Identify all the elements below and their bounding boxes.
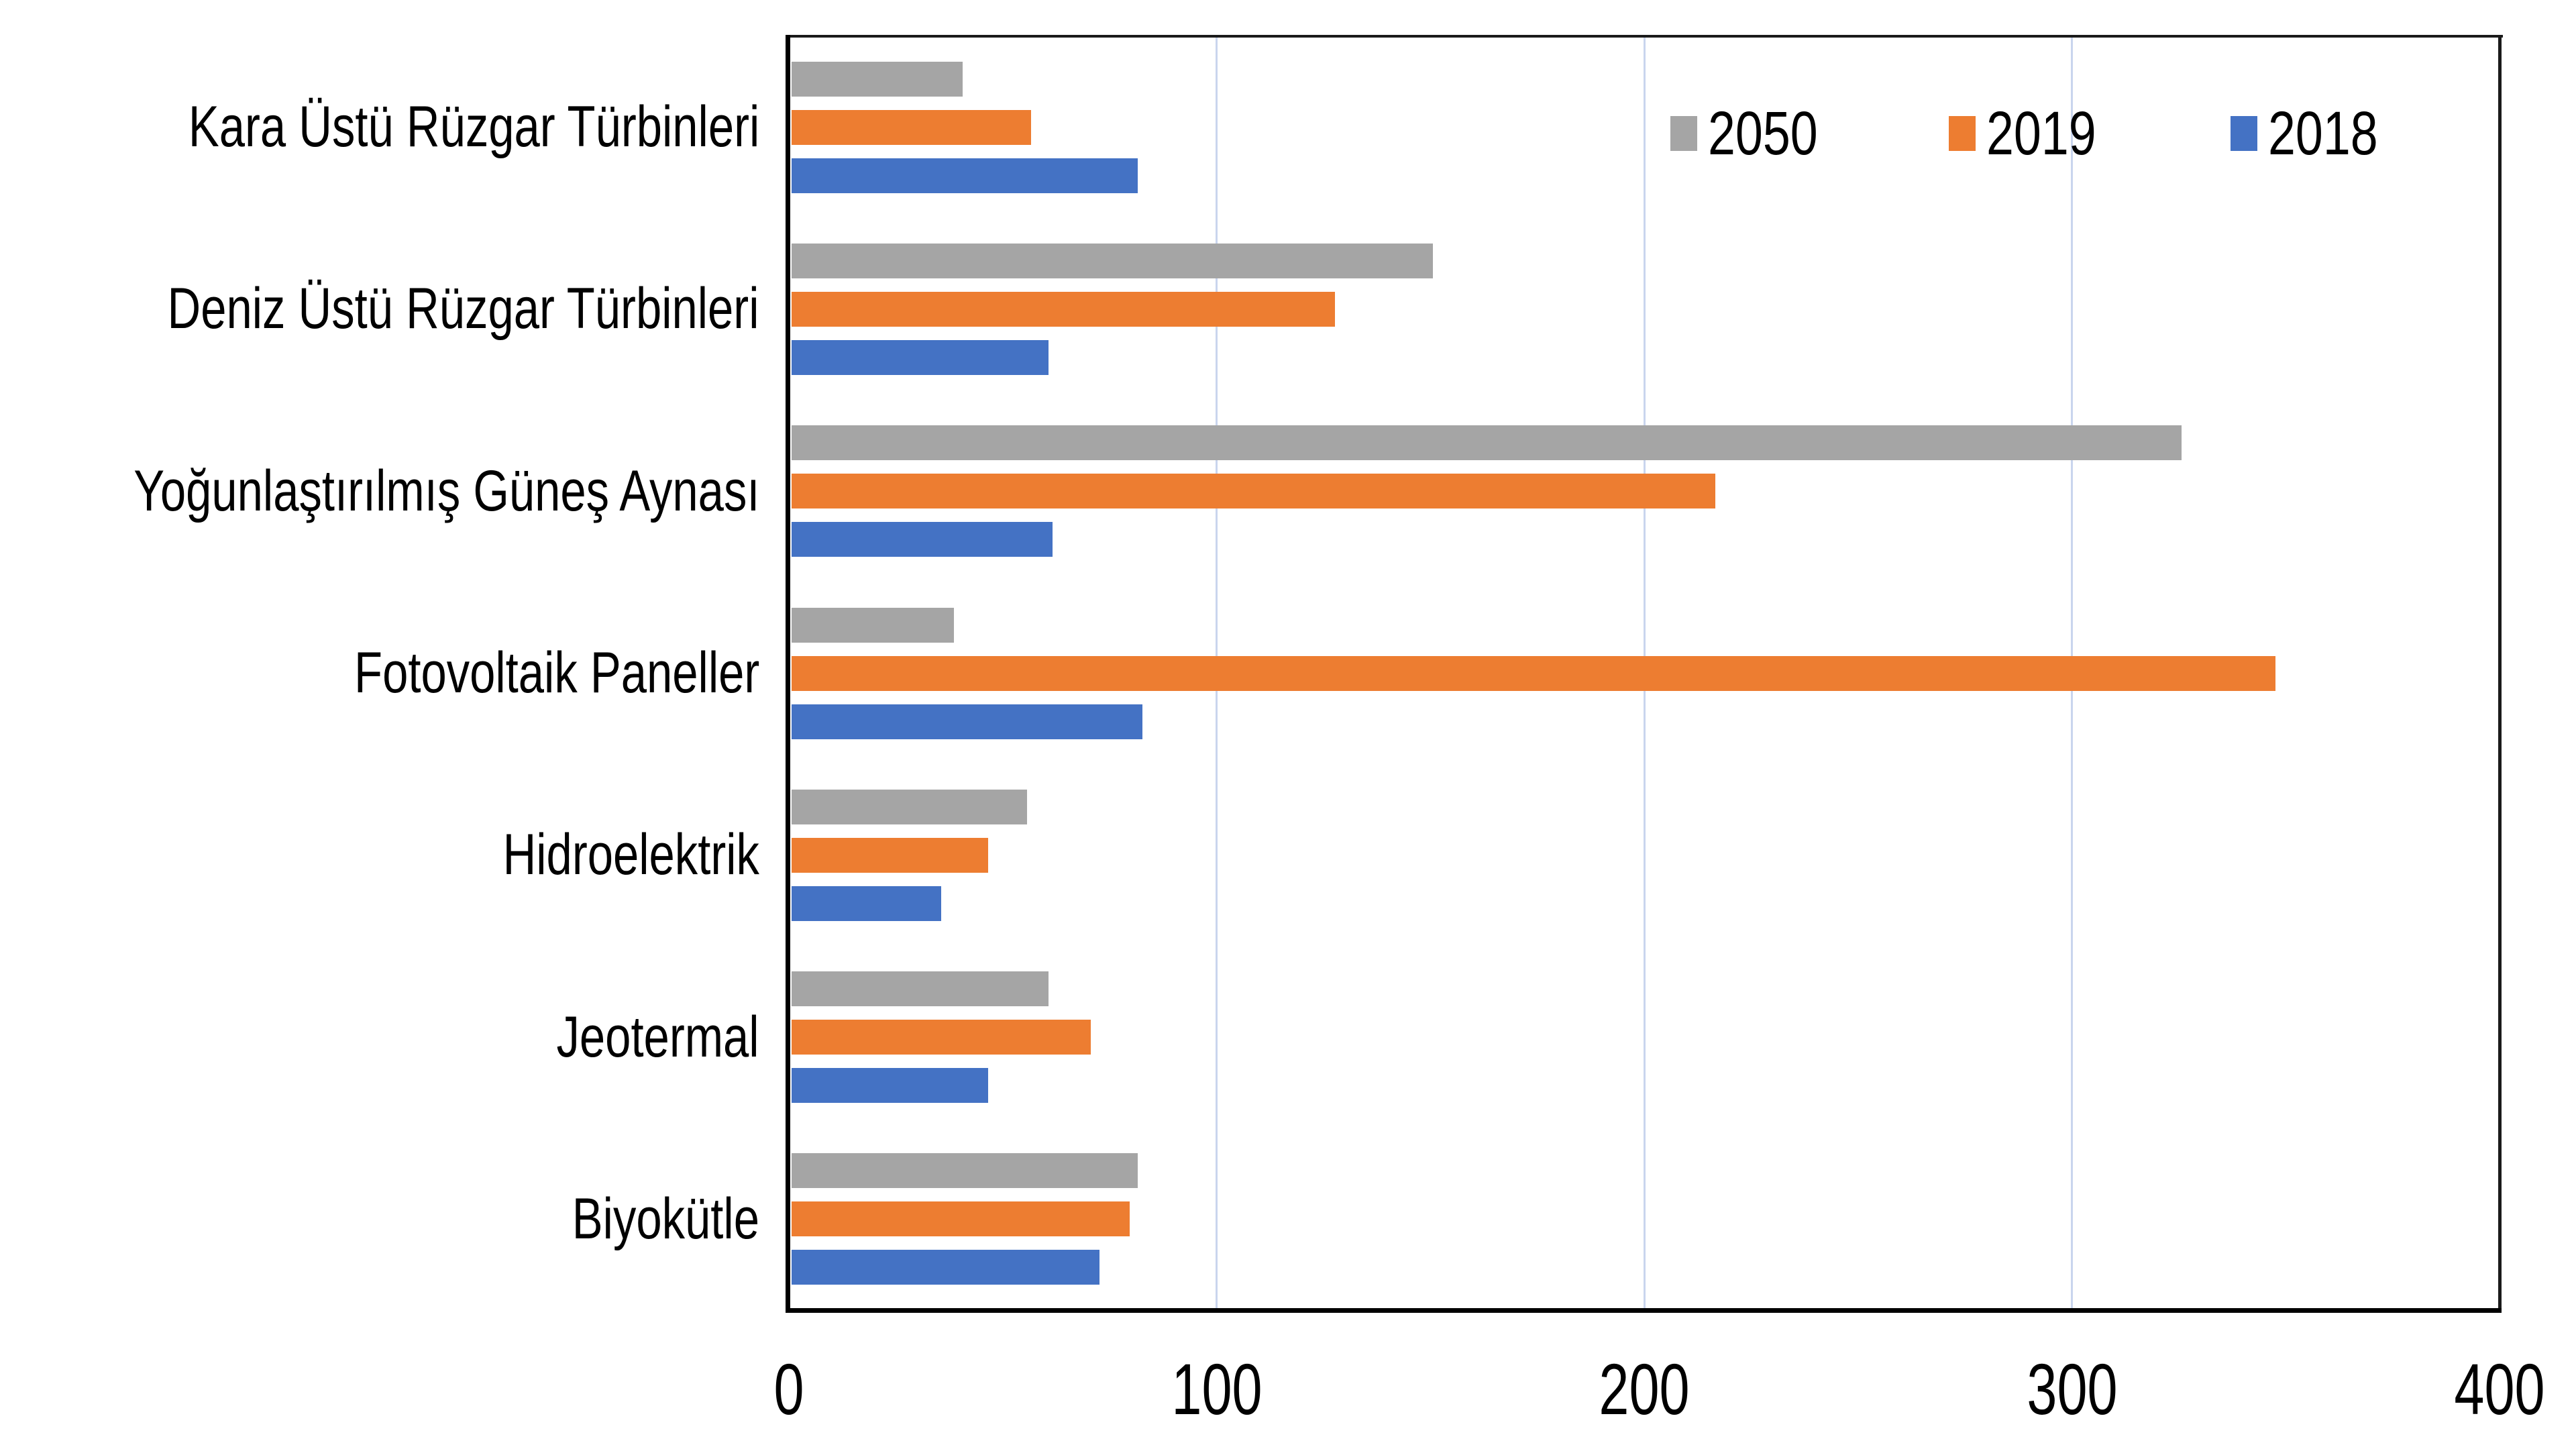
category-label: Yoğunlaştırılmış Güneş Aynası [133,458,759,523]
bar-2018-2 [792,522,1053,557]
plot-border-right [2498,35,2502,1311]
bar-2050-3 [792,607,955,643]
x-tick-400: 400 [2454,1348,2545,1430]
legend-label: 2019 [1986,99,2096,168]
legend-item-2019: 2019 [1949,99,2124,168]
x-axis-line [786,1308,2502,1313]
category-label: Kara Üstü Rüzgar Türbinleri [188,95,759,160]
bar-2019-0 [792,109,1031,145]
bar-2018-6 [792,1250,1099,1285]
category-label: Hidroelektrik [502,822,759,888]
plot-border-top [789,35,2503,38]
category-label: Jeotermal [556,1004,759,1069]
bar-2018-4 [792,885,942,921]
bar-2019-5 [792,1020,1091,1055]
bar-2050-2 [792,425,2182,461]
bar-2050-6 [792,1153,1138,1189]
bar-2050-4 [792,789,1027,824]
legend-item-2050: 2050 [1670,99,1845,168]
x-tick-100: 100 [1171,1348,1263,1430]
legend-swatch-2018 [2231,116,2257,151]
bar-2050-0 [792,61,963,97]
bar-2019-3 [792,655,2276,691]
bar-2018-5 [792,1068,989,1104]
legend-swatch-2019 [1949,116,1976,151]
bar-2019-4 [792,837,989,873]
y-axis-line [786,35,790,1313]
legend-label: 2018 [2268,99,2378,168]
bar-2019-1 [792,291,1335,327]
x-tick-0: 0 [773,1348,804,1430]
bar-2050-5 [792,971,1049,1007]
bar-2018-1 [792,339,1049,375]
category-label: Deniz Üstü Rüzgar Türbinleri [167,276,759,341]
category-label: Fotovoltaik Paneller [354,640,759,705]
bar-2019-2 [792,474,1715,509]
bar-2018-3 [792,704,1142,739]
bar-2019-6 [792,1201,1130,1237]
legend-item-2018: 2018 [2231,99,2406,168]
legend-swatch-2050 [1670,116,1697,151]
bar-2050-1 [792,243,1434,278]
x-tick-300: 300 [2026,1348,2118,1430]
category-label: Biyokütle [572,1186,759,1251]
legend-label: 2050 [1708,99,1818,168]
bar-2018-0 [792,158,1138,193]
x-tick-200: 200 [1599,1348,1690,1430]
